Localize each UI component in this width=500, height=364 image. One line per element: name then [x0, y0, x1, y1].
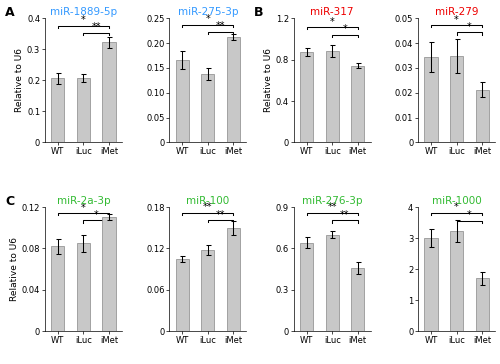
Text: *: * [81, 15, 86, 25]
Text: B: B [254, 6, 264, 19]
Title: miR-100: miR-100 [186, 196, 230, 206]
Bar [51, 78, 64, 142]
Bar [51, 246, 64, 331]
Bar [76, 243, 90, 331]
Bar [326, 51, 339, 142]
Text: *: * [206, 14, 210, 24]
Text: **: ** [216, 21, 226, 31]
Text: *: * [454, 15, 459, 25]
Title: miR-279: miR-279 [435, 7, 478, 17]
Text: **: ** [216, 210, 226, 219]
Bar [300, 243, 314, 331]
Bar [450, 231, 464, 331]
Bar [351, 66, 364, 142]
Text: *: * [342, 24, 347, 34]
Y-axis label: Relative to U6: Relative to U6 [15, 48, 24, 112]
Bar [424, 238, 438, 331]
Bar [76, 78, 90, 142]
Text: *: * [467, 210, 472, 220]
Bar [226, 228, 240, 331]
Bar [300, 52, 314, 142]
Text: *: * [467, 22, 472, 32]
Bar [424, 57, 438, 142]
Bar [351, 268, 364, 331]
Title: miR-2a-3p: miR-2a-3p [56, 196, 110, 206]
Bar [102, 217, 116, 331]
Bar [450, 56, 464, 142]
Bar [176, 259, 189, 331]
Text: A: A [5, 6, 15, 19]
Text: *: * [330, 16, 334, 27]
Y-axis label: Relative to U6: Relative to U6 [10, 237, 19, 301]
Bar [201, 74, 214, 142]
Text: *: * [94, 210, 98, 220]
Bar [226, 37, 240, 142]
Bar [476, 90, 489, 142]
Bar [476, 278, 489, 331]
Text: **: ** [203, 202, 212, 212]
Title: miR-1000: miR-1000 [432, 196, 482, 206]
Bar [176, 60, 189, 142]
Title: miR-275-3p: miR-275-3p [178, 7, 238, 17]
Text: **: ** [340, 210, 350, 220]
Bar [102, 42, 116, 142]
Text: **: ** [92, 22, 101, 32]
Text: C: C [5, 195, 14, 207]
Title: miR-317: miR-317 [310, 7, 354, 17]
Title: miR-1889-5p: miR-1889-5p [50, 7, 117, 17]
Text: *: * [81, 203, 86, 213]
Y-axis label: Relative to U6: Relative to U6 [264, 48, 273, 112]
Title: miR-276-3p: miR-276-3p [302, 196, 362, 206]
Text: **: ** [328, 202, 337, 212]
Bar [326, 235, 339, 331]
Text: *: * [454, 202, 459, 212]
Bar [201, 250, 214, 331]
